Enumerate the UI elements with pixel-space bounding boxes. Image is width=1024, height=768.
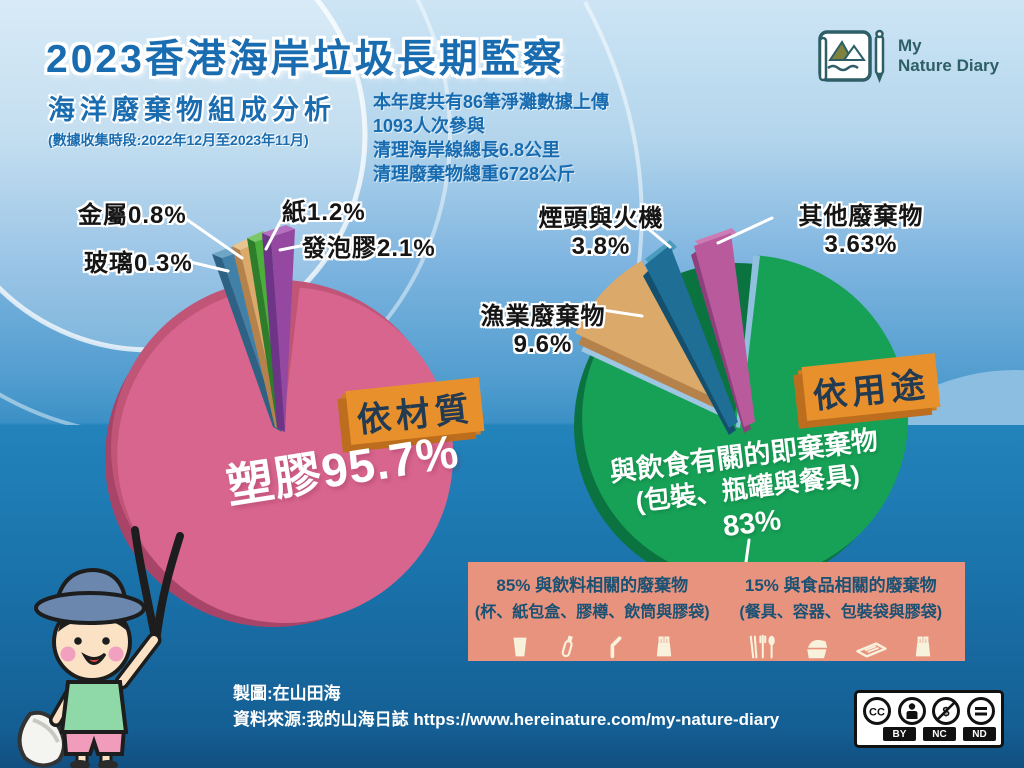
stat-uploads: 本年度共有86筆淨灘數據上傳 xyxy=(373,92,610,112)
material-slice-plastic xyxy=(117,287,454,623)
cc-icons-row: CC $ xyxy=(857,696,1001,726)
breakdown-drinks-icons xyxy=(468,629,717,663)
label-fishing-value: 9.6% xyxy=(513,331,573,358)
cc-labels-row: BY NC ND xyxy=(857,727,1001,741)
label-other-value: 3.63% xyxy=(824,231,898,258)
cup-icon xyxy=(513,637,527,657)
breakdown-drinks-title: 85% 與飲料相關的廢棄物 xyxy=(496,576,689,595)
breakdown-food-subtitle: (餐具、容器、包裝袋與膠袋) xyxy=(739,604,943,621)
label-other: 其他廢棄物 3.63% xyxy=(772,196,950,259)
brand-name-line2: Nature Diary xyxy=(898,56,1000,75)
cc-label-nd: ND xyxy=(963,727,996,741)
breakdown-drinks-subtitle: (杯、紙包盒、膠樽、飲筒與膠袋) xyxy=(474,604,710,621)
breakdown-food: 15% 與食品相關的廢棄物 (餐具、容器、包裝袋與膠袋) xyxy=(717,562,966,661)
brand-name-line1: My xyxy=(898,36,922,55)
page-title: 2023香港海岸垃圾長期監察 xyxy=(46,38,565,81)
cc-label-nc: NC xyxy=(923,727,956,741)
footer-source-line: 資料來源:我的山海日誌 https://www.hereinature.com/… xyxy=(233,710,780,729)
beach-cleanup-character xyxy=(17,526,184,768)
label-cigarette-value: 3.8% xyxy=(571,233,631,260)
material-pie-chart xyxy=(105,225,454,627)
label-glass: 玻璃0.3% xyxy=(84,250,193,277)
usage-slice-other xyxy=(694,233,755,427)
svg-text:CC: CC xyxy=(869,707,885,719)
label-cigarette-name: 煙頭與火機 xyxy=(538,205,664,232)
brand-logo: My Nature Diary xyxy=(816,26,999,86)
plastic-bag-icon xyxy=(657,636,672,657)
cc-nd-equals-icon xyxy=(967,697,996,725)
plastic-bag-icon xyxy=(915,636,930,657)
cc-license-badge: CC $ BY NC ND xyxy=(854,690,1004,748)
stat-coastline: 清理海岸線總長6.8公里 xyxy=(373,140,561,160)
stat-weight: 清理廢棄物總重6728公斤 xyxy=(373,164,576,184)
page-subtitle: 海洋廢棄物組成分析 xyxy=(48,95,336,125)
label-fishing-name: 漁業廢棄物 xyxy=(480,303,606,330)
takeout-box-icon xyxy=(806,639,827,659)
data-period-note: (數據收集時段:2022年12月至2023年11月) xyxy=(48,132,309,148)
cc-by-person-icon xyxy=(897,697,926,725)
food-tray-icon xyxy=(855,642,887,658)
label-paper: 紙1.2% xyxy=(282,199,366,226)
stat-participants: 1093人次參與 xyxy=(373,116,486,136)
cc-icon: CC xyxy=(862,697,891,725)
usage-pie-chart xyxy=(574,228,909,589)
straw-icon xyxy=(610,636,622,659)
footer-credit-line: 製圖:在山田海 xyxy=(233,684,341,703)
usage-slice-fishing xyxy=(575,260,723,402)
cc-label-by: BY xyxy=(883,727,916,741)
usage-slice-cigarette xyxy=(645,245,738,428)
label-cigarette: 煙頭與火機 3.8% xyxy=(520,198,682,261)
breakdown-food-title: 15% 與食品相關的廢棄物 xyxy=(744,576,937,595)
cc-nc-no-dollar-icon: $ xyxy=(932,697,961,725)
brand-name: My Nature Diary xyxy=(898,36,999,76)
label-other-name: 其他廢棄物 xyxy=(798,203,924,230)
label-fishing: 漁業廢棄物 9.6% xyxy=(462,296,624,359)
summary-stats: 本年度共有86筆淨灘數據上傳 1093人次參與 清理海岸線總長6.8公里 清理廢… xyxy=(373,90,609,186)
nature-diary-book-icon xyxy=(818,29,885,83)
breakdown-food-icons xyxy=(717,629,966,663)
bottle-icon xyxy=(561,635,574,658)
label-metal: 金屬0.8% xyxy=(78,202,187,229)
footer-credits: 製圖:在山田海 資料來源:我的山海日誌 https://www.hereinat… xyxy=(233,681,779,733)
breakdown-box: 85% 與飲料相關的廢棄物 (杯、紙包盒、膠樽、飲筒與膠袋) xyxy=(468,562,965,661)
label-foam: 發泡膠2.1% xyxy=(302,235,436,262)
material-slice-foam xyxy=(271,229,295,432)
breakdown-drinks: 85% 與飲料相關的廢棄物 (杯、紙包盒、膠樽、飲筒與膠袋) xyxy=(468,562,717,661)
cutlery-icon xyxy=(749,634,775,659)
